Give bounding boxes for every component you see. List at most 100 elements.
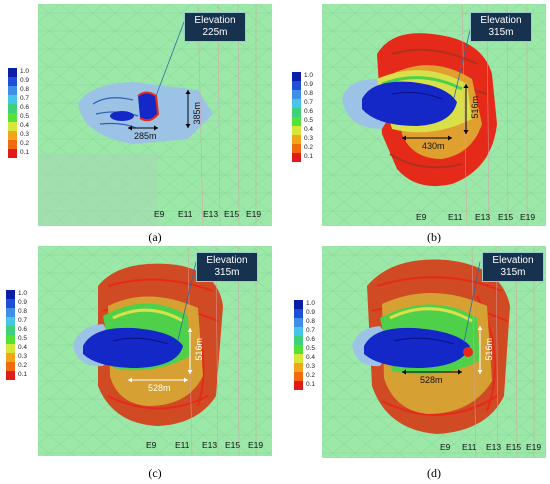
legend-swatch [294,345,303,354]
legend-label: 1.0 [306,300,316,307]
panel-a-xlabel-3: E15 [224,209,240,219]
legend-label: 0.2 [306,372,316,379]
panel-c-caption: (c) [148,466,162,480]
legend-swatch [292,81,301,90]
legend-swatch [294,363,303,372]
legend-label: 0.3 [304,135,314,142]
legend-swatch [8,86,17,95]
legend-label: 1.0 [20,68,30,75]
panel-b-map [322,4,546,226]
legend-swatch [292,153,301,162]
legend-swatch [292,117,301,126]
panel-d-elevation-title: Elevation [492,255,534,266]
legend-swatch [292,72,301,81]
legend-swatch [6,290,15,299]
legend-label: 0.9 [304,81,314,88]
legend-swatch [292,144,301,153]
panel-a-dark-blue-lobe [110,111,134,121]
legend-swatch [8,104,17,113]
legend-swatch [294,327,303,336]
panel-a-leader-line [155,21,185,97]
legend-swatch [294,318,303,327]
panel-b-elevation-label: Elevation 315m [470,12,532,42]
panel-c-xlabel-0: E9 [146,440,157,450]
legend-label: 0.5 [20,113,30,120]
panel-a-elevation-value: 225m [202,27,228,38]
legend-label: 0.9 [20,77,30,84]
panel-c-dark-blue-core [83,327,183,368]
panel-d-height-label: 516m [484,338,494,361]
legend-swatch [292,108,301,117]
panel-a-caption: (a) [148,230,162,244]
panel-b-xlabel-3: E15 [498,212,514,222]
legend-label: 0.6 [304,108,314,115]
panel-a-xlabel-1: E11 [178,209,193,219]
legend-swatch [8,113,17,122]
legend-label: 0.1 [20,149,30,156]
legend-label: 0.6 [306,336,316,343]
panel-b-elevation-title: Elevation [480,15,522,26]
legend-swatch [292,126,301,135]
panel-a-dark-blue-core [138,92,158,121]
legend-swatch [294,309,303,318]
panel-d-caption: (d) [427,466,441,480]
panel-d-leader-line [463,261,481,343]
panel-d-xlabel-2: E13 [486,442,502,452]
panel-b: Elevation 315m 430m 516m E9 E11 E13 E15 … [322,4,546,226]
panel-c-height-label: 516m [194,338,204,361]
legend-label: 0.5 [304,117,314,124]
legend-swatch [6,353,15,362]
panel-b-height-label: 516m [470,96,480,119]
panel-c-elevation-label: Elevation 315m [196,252,258,282]
legend-label: 0.6 [20,104,30,111]
panel-b-caption: (b) [427,230,441,244]
panel-c-elevation-value: 315m [214,267,240,278]
panel-c-width-label: 528m [148,383,171,393]
legend-label: 1.0 [18,290,28,297]
panel-a-elevation-label: Elevation 225m [184,12,246,42]
panel-b-leader-line [453,21,473,99]
panel-c-xlabel-1: E11 [175,440,190,450]
panel-c-leader-line [177,261,197,341]
panel-d-xlabel-0: E9 [440,442,451,452]
panel-a-red-rim [137,91,160,122]
legend-label: 0.7 [20,95,30,102]
panel-a: Elevation 225m 285m 385m E9 E11 E13 E15 … [38,4,272,226]
legend-swatch [8,95,17,104]
legend-swatch [6,326,15,335]
panel-a-xlabel-4: E19 [246,209,262,219]
legend-label: 0.8 [20,86,30,93]
legend-swatch [294,372,303,381]
legend-swatch [294,381,303,390]
legend-swatch [6,371,15,380]
legend-swatch [292,90,301,99]
legend-label: 0.8 [18,308,28,315]
legend-label: 0.9 [18,299,28,306]
panel-b-xlabel-2: E13 [475,212,491,222]
panel-d-xlabel-4: E19 [526,442,542,452]
legend-swatch [8,149,17,158]
panel-a-xlabel-0: E9 [154,209,165,219]
panel-d-dark-blue-core [364,327,470,368]
panel-c: Elevation 315m 528m 516m E9 E11 E13 E15 … [38,246,272,456]
legend-label: 0.8 [306,318,316,325]
legend-label: 0.2 [304,144,314,151]
legend-swatch [8,131,17,140]
legend-label: 0.1 [304,153,314,160]
legend-swatch [8,140,17,149]
panel-b-xlabel-1: E11 [448,212,463,222]
legend-swatch [6,308,15,317]
legend-label: 0.5 [18,335,28,342]
legend-label: 0.3 [306,363,316,370]
panel-d-width-label: 528m [420,375,443,385]
legend-label: 0.2 [18,362,28,369]
panel-d-xlabel-1: E11 [462,442,477,452]
legend-label: 0.7 [18,317,28,324]
panel-a-width-label: 285m [134,131,157,141]
legend-swatch [8,122,17,131]
legend-label: 0.4 [306,354,316,361]
panel-b-xlabel-0: E9 [416,212,427,222]
legend-swatch [6,344,15,353]
panel-c-elevation-title: Elevation [206,255,248,266]
legend-swatch [292,135,301,144]
